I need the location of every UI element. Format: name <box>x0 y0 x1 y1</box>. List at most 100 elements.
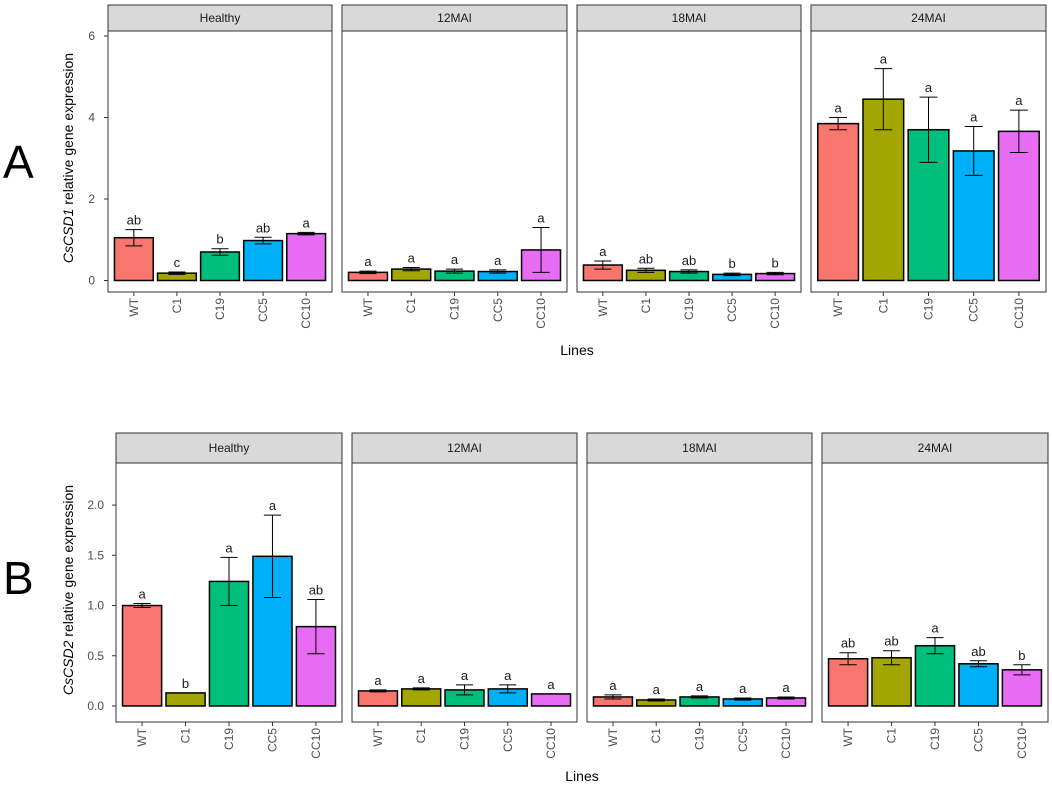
significance-letter: a <box>504 668 512 683</box>
significance-letter: b <box>772 255 779 270</box>
x-tick-label: C1 <box>639 298 653 314</box>
facet-healthy: Healthy a WT b C1 a C19 a CC5 ab CC10 <box>115 432 343 759</box>
significance-letter: a <box>970 109 978 124</box>
facet-strip-label: Healthy <box>200 11 241 25</box>
significance-letter: a <box>834 101 842 116</box>
x-tick-label: CC10 <box>534 298 548 329</box>
significance-letter: ab <box>309 583 323 598</box>
x-tick-label: C1 <box>414 728 428 744</box>
facet-18mai: 18MAI a WT ab C1 ab C19 b CC5 b CC10 <box>576 4 802 329</box>
significance-letter: a <box>494 253 502 268</box>
y-tick-label: 0 <box>88 274 95 288</box>
chart-b: B CsCSD2 relative gene expression 0.0 0.5 1.… <box>3 432 1049 784</box>
x-tick-label: C1 <box>179 728 193 744</box>
x-tick-label: CC5 <box>967 298 981 322</box>
bar-wt <box>827 658 869 707</box>
bar-wt <box>817 122 860 282</box>
significance-letter: a <box>739 681 747 696</box>
x-tick-label: C19 <box>928 728 942 750</box>
facet-strip-label: 18MAI <box>682 441 717 455</box>
bar-cc5 <box>242 239 284 282</box>
significance-letter: ab <box>884 634 898 649</box>
y-tick-label: 2 <box>88 192 95 206</box>
significance-letter: a <box>1015 93 1023 108</box>
x-tick-label: CC5 <box>501 728 515 752</box>
x-axis-label: Lines <box>565 768 598 784</box>
x-tick-label: C19 <box>213 298 227 320</box>
y-tick-label: 1.0 <box>87 599 104 613</box>
bar-wt <box>121 604 163 707</box>
bar-c1 <box>401 688 442 707</box>
facet-strip-label: 24MAI <box>918 441 953 455</box>
x-tick-label: C19 <box>922 298 936 320</box>
x-tick-label: WT <box>361 297 375 316</box>
x-tick-label: CC5 <box>971 728 985 752</box>
facet-strip <box>810 4 1047 32</box>
significance-letter: a <box>696 679 704 694</box>
significance-letter: b <box>216 232 223 247</box>
x-tick-label: C19 <box>448 298 462 320</box>
x-tick-label: WT <box>606 727 620 746</box>
y-axis-label-gene: CsCSD1 <box>60 209 76 263</box>
facet-18mai: 18MAI a WT a C1 a C19 a CC5 a CC10 <box>586 432 813 759</box>
x-tick-label: WT <box>841 727 855 746</box>
facet-12mai: 12MAI a WT a C1 a C19 a CC5 a CC10 <box>341 4 568 329</box>
significance-letter: ab <box>971 644 985 659</box>
bar-cc10 <box>997 130 1040 282</box>
bar-cc10 <box>286 232 327 282</box>
x-tick-label: CC10 <box>1012 298 1026 329</box>
significance-letter: a <box>451 252 459 267</box>
x-tick-label: CC10 <box>544 728 558 759</box>
facet-strip-label: 12MAI <box>437 11 472 25</box>
facet-strip <box>341 4 568 32</box>
significance-letter: a <box>408 250 416 265</box>
bar-wt <box>357 690 399 707</box>
bar-c19 <box>907 128 950 282</box>
significance-letter: b <box>728 256 735 271</box>
x-tick-label: C1 <box>404 298 418 314</box>
significance-letter: ab <box>127 213 141 228</box>
y-axis-label-text: relative gene expression <box>60 485 76 641</box>
significance-letter: ab <box>841 636 855 651</box>
significance-letter: b <box>1018 648 1025 663</box>
facet-strip <box>821 432 1049 464</box>
significance-letter: a <box>925 80 933 95</box>
x-tick-label: CC5 <box>725 298 739 322</box>
facet-panel <box>586 462 813 723</box>
significance-letter: a <box>880 52 888 67</box>
panel-label: B <box>3 552 34 604</box>
x-tick-label: C1 <box>885 728 899 744</box>
significance-letter: c <box>174 255 181 270</box>
bar-cc10 <box>1001 669 1043 707</box>
x-tick-label: C1 <box>649 728 663 744</box>
y-tick-label: 1.5 <box>87 548 104 562</box>
facet-strip <box>107 4 333 32</box>
x-tick-label: CC10 <box>1015 728 1029 759</box>
facet-strip-label: 12MAI <box>447 441 482 455</box>
significance-letter: a <box>138 587 146 602</box>
facet-panel <box>351 462 578 723</box>
x-tick-label: WT <box>135 727 149 746</box>
facet-strip-label: 18MAI <box>672 11 707 25</box>
x-tick-label: C19 <box>682 298 696 320</box>
x-tick-label: CC10 <box>309 728 323 759</box>
bar-c1 <box>165 692 206 707</box>
facet-panel <box>341 30 568 293</box>
significance-letter: a <box>931 621 939 636</box>
facet-strip <box>351 432 578 464</box>
bar-c19 <box>914 644 956 707</box>
facet-strip-label: 24MAI <box>911 11 946 25</box>
x-tick-label: WT <box>127 297 141 316</box>
x-tick-label: C19 <box>693 728 707 750</box>
significance-letter: ab <box>256 220 270 235</box>
x-tick-label: CC5 <box>491 298 505 322</box>
significance-letter: a <box>547 677 555 692</box>
x-tick-label: CC5 <box>265 728 279 752</box>
facet-strip <box>115 432 343 464</box>
y-tick-label: 0.0 <box>87 699 104 713</box>
y-axis-label-gene: CsCSD2 <box>60 640 76 695</box>
y-axis-label-text: relative gene expression <box>60 53 76 209</box>
facet-panel <box>576 30 802 293</box>
significance-letter: a <box>537 211 545 226</box>
